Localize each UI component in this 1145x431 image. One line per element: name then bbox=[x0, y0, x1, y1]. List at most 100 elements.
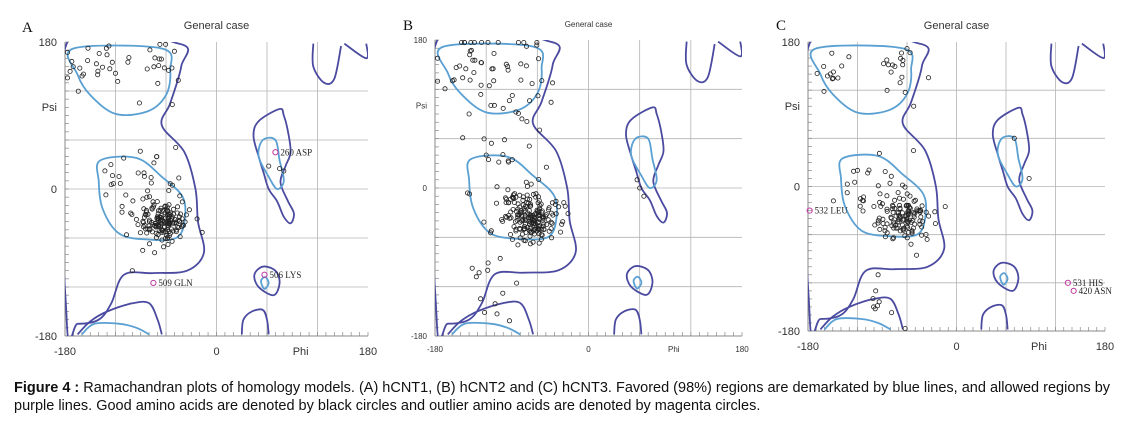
good-residue-point bbox=[65, 49, 71, 55]
good-residue-point bbox=[910, 217, 916, 223]
good-residue-point bbox=[825, 73, 831, 79]
good-residue-point bbox=[552, 201, 558, 207]
good-residue-point bbox=[924, 236, 930, 242]
good-residue-point bbox=[926, 75, 932, 81]
good-residue-point bbox=[553, 211, 559, 217]
good-residue-point bbox=[510, 206, 516, 212]
good-residue-point bbox=[170, 228, 176, 234]
panel-b-allowed-region-main bbox=[435, 40, 577, 336]
panel-b-y-tick-label: -180 bbox=[411, 332, 428, 341]
good-residue-point bbox=[904, 46, 910, 52]
good-residue-point bbox=[151, 160, 157, 166]
panel-c-allowed-region-left-handed bbox=[991, 106, 1034, 222]
good-residue-point bbox=[497, 255, 503, 261]
good-residue-point bbox=[865, 170, 871, 176]
good-residue-point bbox=[146, 194, 152, 200]
good-residue-point bbox=[515, 242, 521, 248]
good-residue-point bbox=[135, 170, 141, 176]
good-residue-point bbox=[116, 173, 122, 179]
good-residue-point bbox=[186, 207, 192, 213]
good-residue-point bbox=[885, 62, 891, 68]
good-residue-point bbox=[488, 140, 494, 146]
good-residue-point bbox=[75, 88, 81, 94]
good-residue-point bbox=[513, 109, 519, 115]
good-residue-point bbox=[155, 232, 161, 238]
panel-a: A General case 260 ASP 506 LYS 509 GLN 180 0 -1… bbox=[22, 20, 377, 358]
good-residue-point bbox=[932, 209, 938, 215]
good-residue-point bbox=[93, 61, 99, 67]
good-residue-point bbox=[892, 197, 898, 203]
good-residue-point bbox=[505, 67, 511, 73]
good-residue-point bbox=[889, 206, 895, 212]
good-residue-point bbox=[137, 148, 143, 154]
good-residue-point bbox=[110, 181, 116, 187]
good-residue-point bbox=[479, 40, 485, 46]
good-residue-point bbox=[1011, 135, 1017, 141]
good-residue-point bbox=[144, 66, 150, 72]
good-residue-point bbox=[857, 203, 863, 209]
good-residue-point bbox=[902, 89, 908, 95]
good-residue-point bbox=[492, 301, 498, 307]
good-residue-point bbox=[158, 56, 164, 62]
good-residue-point bbox=[148, 174, 154, 180]
good-residue-point bbox=[907, 50, 913, 56]
good-residue-point bbox=[478, 60, 484, 66]
good-residue-point bbox=[562, 203, 568, 209]
good-residue-point bbox=[884, 208, 890, 214]
good-residue-point bbox=[520, 194, 526, 200]
panel-b-allowed-region-corner bbox=[717, 40, 742, 58]
good-residue-point bbox=[918, 214, 924, 220]
good-residue-point bbox=[156, 56, 162, 62]
good-residue-point bbox=[546, 228, 552, 234]
good-residue-point bbox=[889, 310, 895, 316]
outlier-residue-point bbox=[1070, 287, 1077, 294]
good-residue-point bbox=[143, 209, 149, 215]
good-residue-point bbox=[482, 309, 488, 315]
good-residue-point bbox=[830, 198, 836, 204]
panel-a-x-tick-label: 180 bbox=[359, 346, 377, 358]
good-residue-point bbox=[472, 57, 478, 63]
good-residue-point bbox=[533, 191, 539, 197]
good-residue-point bbox=[500, 105, 506, 111]
good-residue-point bbox=[137, 230, 143, 236]
good-residue-point bbox=[515, 40, 521, 46]
good-residue-point bbox=[517, 235, 523, 241]
good-residue-point bbox=[159, 228, 165, 234]
good-residue-point bbox=[537, 226, 543, 232]
good-residue-point bbox=[884, 193, 890, 199]
good-residue-point bbox=[162, 235, 168, 241]
good-residue-point bbox=[524, 196, 530, 202]
good-residue-point bbox=[870, 296, 876, 302]
good-residue-point bbox=[907, 193, 913, 199]
good-residue-point bbox=[515, 212, 521, 218]
good-residue-point bbox=[169, 65, 175, 71]
panel-c-favored-region-bottom bbox=[823, 317, 891, 331]
good-residue-point bbox=[899, 50, 905, 56]
good-residue-point bbox=[537, 127, 543, 133]
good-residue-point bbox=[488, 228, 494, 234]
outlier-residue-point bbox=[261, 271, 268, 278]
good-residue-point bbox=[528, 181, 534, 187]
good-residue-point bbox=[523, 63, 529, 69]
good-residue-point bbox=[882, 234, 888, 240]
good-residue-point bbox=[85, 58, 91, 64]
outlier-residue-point bbox=[272, 149, 279, 156]
good-residue-point bbox=[884, 206, 890, 212]
good-residue-point bbox=[830, 69, 836, 75]
good-residue-point bbox=[100, 64, 106, 70]
good-residue-point bbox=[154, 154, 160, 160]
good-residue-point bbox=[125, 59, 131, 65]
good-residue-point bbox=[107, 66, 113, 72]
good-residue-point bbox=[174, 210, 180, 216]
good-residue-point bbox=[536, 176, 542, 182]
good-residue-point bbox=[277, 166, 283, 172]
good-residue-point bbox=[888, 173, 894, 179]
good-residue-point bbox=[166, 233, 172, 239]
panel-b-favored-region-bottom bbox=[451, 321, 521, 336]
outlier-residue-label: 506 LYS bbox=[269, 270, 301, 280]
good-residue-point bbox=[884, 57, 890, 63]
good-residue-point bbox=[888, 69, 894, 75]
good-residue-point bbox=[530, 239, 536, 245]
good-residue-point bbox=[536, 240, 542, 246]
good-residue-point bbox=[900, 62, 906, 68]
